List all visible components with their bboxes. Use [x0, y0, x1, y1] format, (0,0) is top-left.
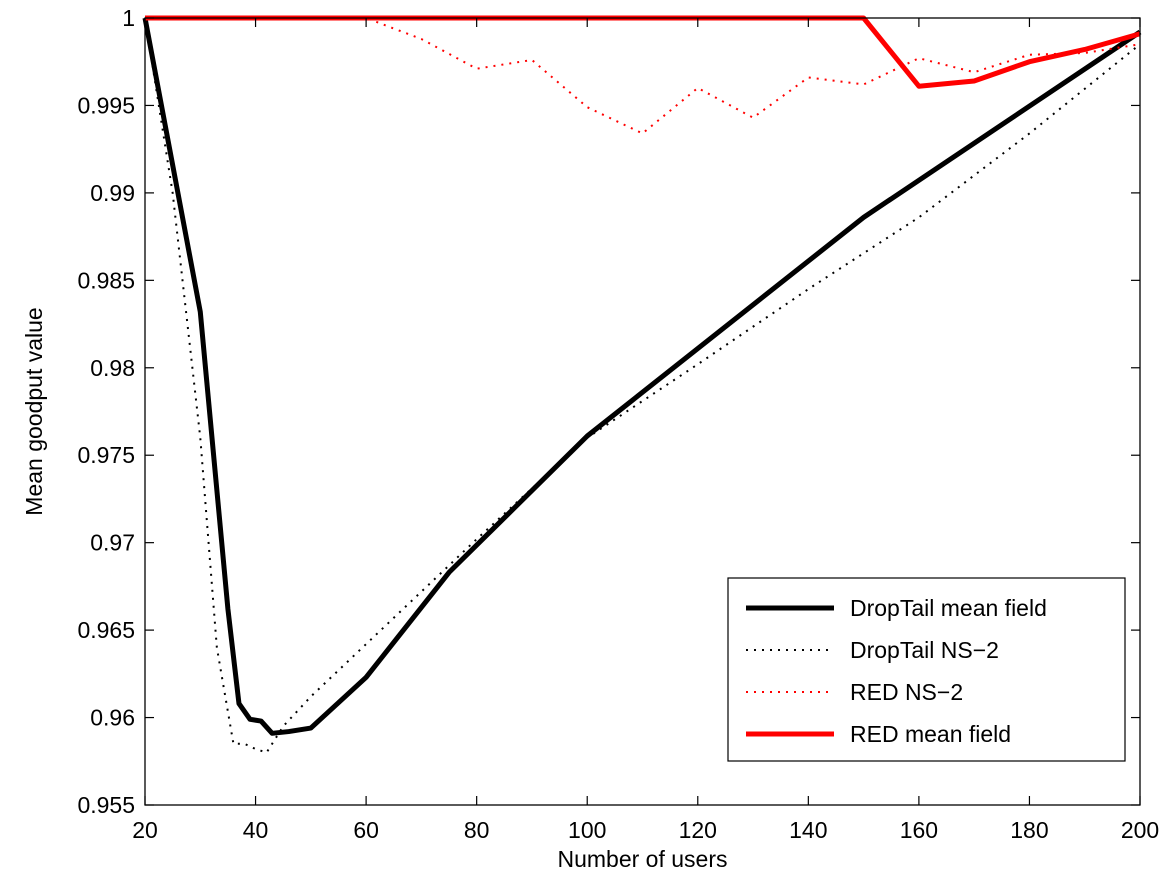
- x-axis-label: Number of users: [557, 846, 727, 872]
- legend-label: DropTail NS−2: [850, 637, 999, 663]
- x-tick-label: 140: [789, 817, 827, 843]
- plot-frame: [144, 17, 1141, 806]
- y-tick-label: 0.98: [90, 355, 135, 381]
- y-tick-label: 0.96: [90, 705, 135, 731]
- y-tick-label: 0.97: [90, 530, 135, 556]
- x-tick-label: 20: [132, 817, 158, 843]
- x-tick-label: 80: [464, 817, 490, 843]
- y-axis-label: Mean goodput value: [21, 307, 47, 515]
- y-tick-label: 0.99: [90, 180, 135, 206]
- x-tick-label: 60: [353, 817, 379, 843]
- x-tick-label: 100: [568, 817, 606, 843]
- y-tick-label: 0.975: [77, 442, 135, 468]
- series-line-2: [144, 17, 1141, 754]
- y-tick-label: 0.965: [77, 617, 135, 643]
- legend-label: RED mean field: [850, 721, 1011, 747]
- y-tick-label: 1: [122, 5, 135, 31]
- ticks-layer: 20 40 60 80 100 120 140 160 180 200 0.955 0.96 0.965…: [77, 5, 1159, 843]
- x-tick-label: 120: [679, 817, 717, 843]
- x-tick-label: 180: [1010, 817, 1048, 843]
- legend: DropTail mean field DropTail NS−2 RED NS−2…: [727, 577, 1126, 762]
- y-tick-label: 0.985: [77, 267, 135, 293]
- legend-label: RED NS−2: [850, 679, 963, 705]
- y-tick-label: 0.995: [77, 92, 135, 118]
- x-tick-label: 200: [1121, 817, 1159, 843]
- y-tick-label: 0.955: [77, 792, 135, 818]
- x-tick-label: 160: [900, 817, 938, 843]
- series-line-3: [145, 17, 1141, 135]
- legend-label: DropTail mean field: [850, 595, 1047, 621]
- x-tick-label: 40: [243, 817, 269, 843]
